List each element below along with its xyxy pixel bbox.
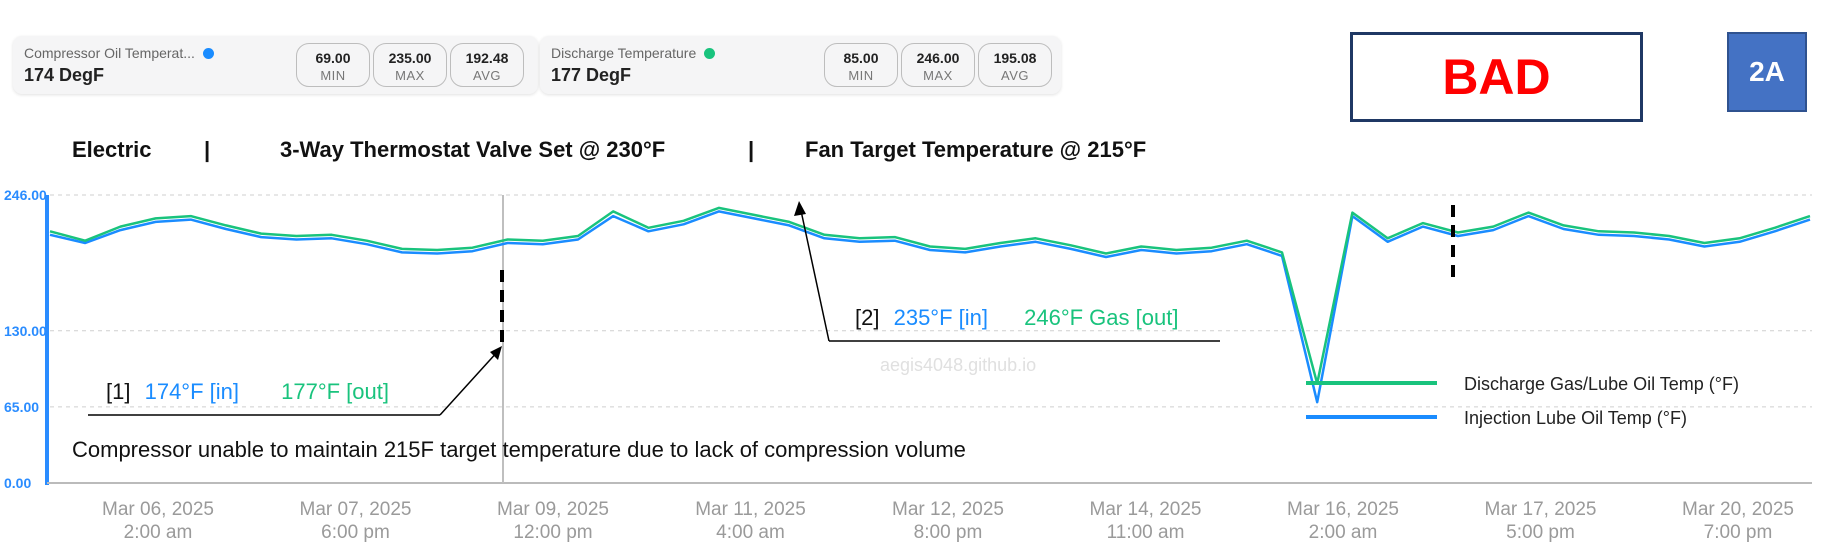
stat-card-label: Discharge Temperature bbox=[551, 45, 716, 61]
header-valve-setting: 3-Way Thermostat Valve Set @ 230°F bbox=[280, 137, 666, 162]
stat-max-pill: 246.00 MAX bbox=[901, 43, 975, 87]
chart-note: Compressor unable to maintain 215F targe… bbox=[72, 437, 966, 462]
x-tick-time: 4:00 am bbox=[716, 522, 785, 543]
x-tick-date: Mar 12, 2025 bbox=[892, 499, 1004, 520]
x-tick-date: Mar 11, 2025 bbox=[695, 499, 806, 520]
series-line-injection bbox=[49, 210, 1811, 404]
legend-label-discharge: Discharge Gas/Lube Oil Temp (°F) bbox=[1464, 374, 1739, 394]
header-separator: | bbox=[204, 137, 211, 162]
header-fan-target: Fan Target Temperature @ 215°F bbox=[805, 137, 1147, 162]
x-tick-time: 5:00 pm bbox=[1506, 522, 1575, 543]
annotation-2-arrow bbox=[799, 205, 830, 342]
grid-lines bbox=[50, 194, 1812, 408]
x-tick-time: 12:00 pm bbox=[513, 522, 592, 543]
y-axis-ticks: 246.00 130.00 65.00 0.00 bbox=[4, 187, 47, 491]
x-tick-time: 11:00 am bbox=[1107, 522, 1185, 543]
series-dot-icon bbox=[704, 47, 716, 59]
annotation-1-label: [1] 174°F [in] 177°F [out] bbox=[106, 379, 389, 404]
x-tick-time: 6:00 pm bbox=[321, 522, 390, 543]
stat-avg-pill: 192.48 AVG bbox=[450, 43, 524, 87]
stat-card-value: 174 DegF bbox=[24, 65, 105, 85]
stat-card-label: Compressor Oil Temperat... bbox=[24, 45, 214, 61]
annotation-1-arrow bbox=[439, 349, 500, 416]
annotation-2-label: [2] 235°F [in] 246°F Gas [out] bbox=[855, 305, 1178, 330]
x-tick-date: Mar 17, 2025 bbox=[1485, 499, 1597, 520]
header-power-type: Electric bbox=[72, 137, 152, 162]
x-tick-date: Mar 06, 2025 bbox=[102, 499, 214, 520]
x-tick-date: Mar 09, 2025 bbox=[497, 499, 609, 520]
y-tick-label: 0.00 bbox=[4, 475, 31, 491]
series-line-discharge bbox=[49, 206, 1811, 385]
x-tick-time: 8:00 pm bbox=[914, 522, 983, 543]
stat-card-value: 177 DegF bbox=[551, 65, 632, 85]
y-tick-label: 246.00 bbox=[4, 187, 47, 203]
stat-avg-pill: 195.08 AVG bbox=[978, 43, 1052, 87]
legend-label-injection: Injection Lube Oil Temp (°F) bbox=[1464, 408, 1687, 428]
series-lines bbox=[49, 206, 1811, 404]
y-tick-label: 65.00 bbox=[4, 399, 39, 415]
x-tick-date: Mar 16, 2025 bbox=[1287, 499, 1399, 520]
x-tick-time: 7:00 pm bbox=[1704, 522, 1773, 543]
y-tick-label: 130.00 bbox=[4, 323, 47, 339]
stat-min-pill: 69.00 MIN bbox=[296, 43, 370, 87]
status-badge: BAD bbox=[1350, 32, 1643, 122]
x-tick-time: 2:00 am bbox=[1309, 522, 1378, 543]
annotation-2-arrowhead bbox=[794, 201, 806, 216]
x-tick-date: Mar 20, 2025 bbox=[1682, 499, 1794, 520]
x-tick-date: Mar 07, 2025 bbox=[300, 499, 412, 520]
series-dot-icon bbox=[202, 47, 214, 59]
x-tick-date: Mar 14, 2025 bbox=[1090, 499, 1202, 520]
chart-legend: Discharge Gas/Lube Oil Temp (°F) Injecti… bbox=[1306, 374, 1739, 428]
stat-card-compressor-oil[interactable]: Compressor Oil Temperat... 174 DegF 69.0… bbox=[13, 36, 538, 94]
case-tag: 2A bbox=[1727, 32, 1807, 112]
x-tick-time: 2:00 am bbox=[124, 522, 193, 543]
header-separator: | bbox=[748, 137, 755, 162]
watermark: aegis4048.github.io bbox=[880, 355, 1036, 375]
annotation-1-arrowhead bbox=[490, 346, 502, 360]
stat-max-pill: 235.00 MAX bbox=[373, 43, 447, 87]
stat-min-pill: 85.00 MIN bbox=[824, 43, 898, 87]
stat-card-discharge[interactable]: Discharge Temperature 177 DegF 85.00 MIN … bbox=[540, 36, 1061, 94]
